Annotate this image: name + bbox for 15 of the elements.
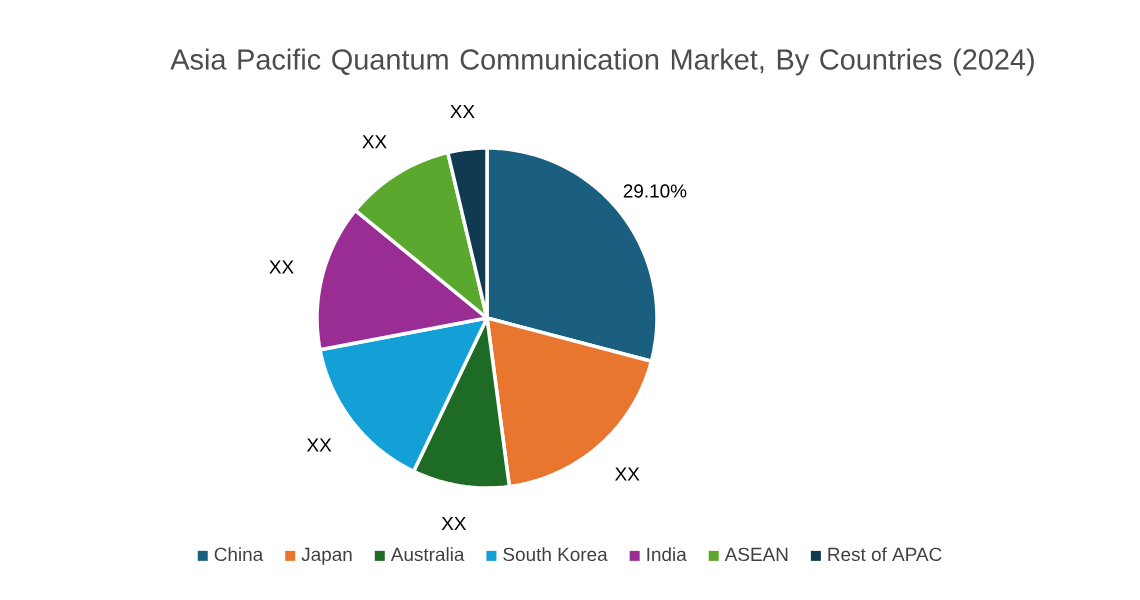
data-label: XX xyxy=(306,438,332,452)
legend-label: South Korea xyxy=(503,547,608,562)
data-label: XX xyxy=(450,104,475,118)
legend-label: India xyxy=(647,547,687,562)
data-label: XX xyxy=(362,135,387,149)
data-label: XX xyxy=(441,516,467,530)
data-label: XX xyxy=(615,467,640,481)
legend-label: ASEAN xyxy=(724,547,788,562)
data-label: XX xyxy=(269,260,294,274)
data-label: 29.10% xyxy=(623,184,687,198)
chart-title: Asia Pacific Quantum Communication Market, By Countries (2024) xyxy=(170,48,1034,76)
legend-label: Australia xyxy=(390,547,465,562)
legend-label: Japan xyxy=(301,547,352,565)
legend-label: China xyxy=(214,547,264,562)
legend-label: Rest of APAC xyxy=(828,547,942,562)
